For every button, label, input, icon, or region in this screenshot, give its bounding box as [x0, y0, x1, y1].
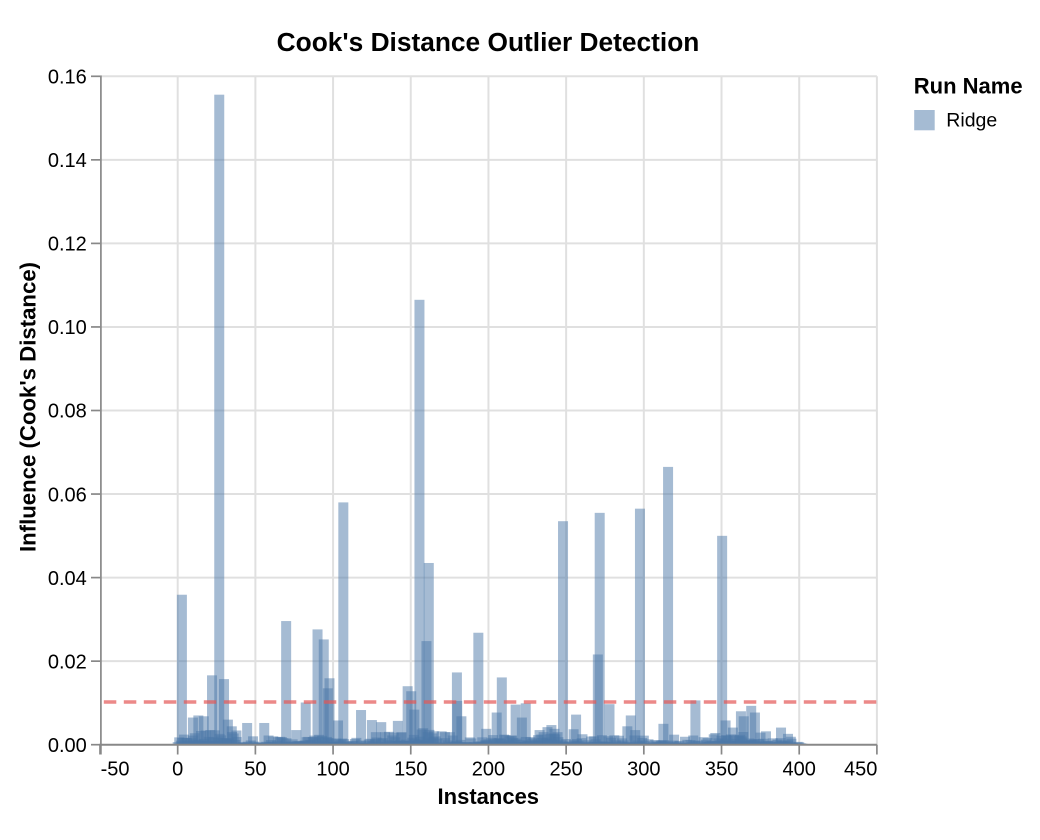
- svg-text:0.00: 0.00: [48, 735, 87, 757]
- svg-text:0.12: 0.12: [48, 234, 87, 256]
- svg-text:350: 350: [705, 759, 738, 781]
- svg-text:300: 300: [627, 759, 660, 781]
- svg-text:Cook's Distance Outlier Detect: Cook's Distance Outlier Detection: [277, 27, 700, 57]
- svg-text:0.10: 0.10: [48, 317, 87, 339]
- svg-text:-50: -50: [101, 759, 130, 781]
- svg-text:50: 50: [244, 759, 266, 781]
- svg-text:400: 400: [783, 759, 816, 781]
- svg-text:0.04: 0.04: [48, 568, 87, 590]
- svg-text:450: 450: [844, 759, 877, 781]
- svg-text:Run Name: Run Name: [914, 74, 1023, 99]
- svg-text:100: 100: [316, 759, 349, 781]
- svg-text:150: 150: [394, 759, 427, 781]
- svg-text:0: 0: [172, 759, 183, 781]
- svg-text:Ridge: Ridge: [946, 109, 997, 131]
- svg-text:0.08: 0.08: [48, 401, 87, 423]
- svg-text:0.14: 0.14: [48, 150, 87, 172]
- svg-text:0.16: 0.16: [48, 67, 87, 89]
- svg-text:0.06: 0.06: [48, 484, 87, 506]
- svg-text:Influence (Cook's Distance): Influence (Cook's Distance): [16, 262, 41, 552]
- svg-text:0.02: 0.02: [48, 651, 87, 673]
- svg-text:200: 200: [472, 759, 505, 781]
- svg-text:250: 250: [549, 759, 582, 781]
- svg-text:Instances: Instances: [438, 784, 540, 809]
